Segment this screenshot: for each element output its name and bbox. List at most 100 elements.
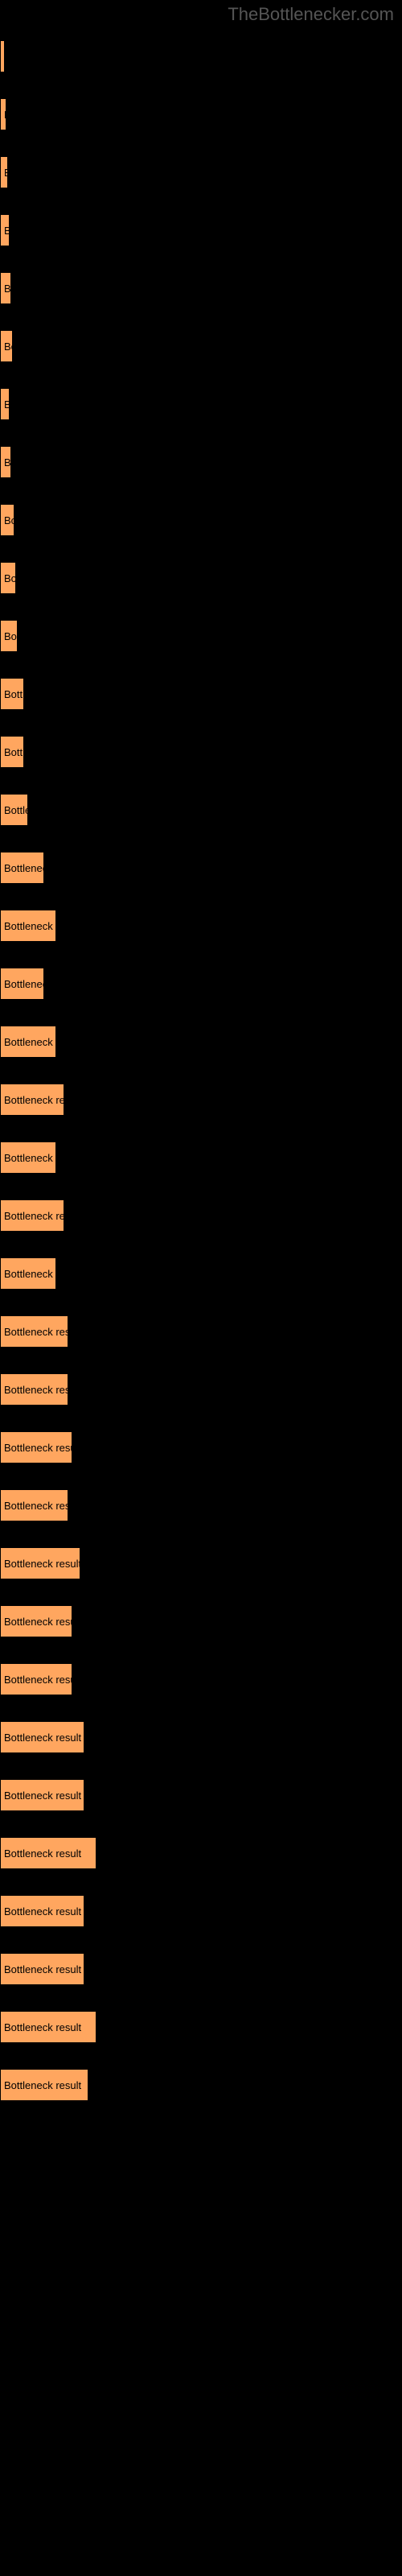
bar-row: Bottleneck result (0, 1084, 402, 1116)
bar-row: Bottleneck result (0, 330, 402, 362)
bar: Bottleneck result (0, 678, 24, 710)
bar-label: Bottleneck result (4, 225, 9, 237)
bar: Bottleneck result (0, 620, 18, 652)
bar-row: Bottleneck result (0, 1431, 402, 1463)
bar-label: Bottleneck result (4, 1674, 72, 1686)
bar-label: Bottleneck result (4, 920, 55, 932)
bar-label: Bottleneck result (4, 1210, 64, 1222)
bar-label: Bottleneck result (4, 1963, 81, 1975)
bar: Bottleneck result (0, 1026, 56, 1058)
bar-label: Bottleneck result (4, 2079, 81, 2091)
bar: Bottleneck result (0, 1605, 72, 1637)
bar-row: Bottleneck result (0, 272, 402, 304)
bar-label: Bottleneck result (4, 746, 23, 758)
bar-row: Bottleneck result (0, 1373, 402, 1406)
bar-row: Bottleneck result (0, 562, 402, 594)
bar-row: Bottleneck result (0, 1605, 402, 1637)
bar-row: Bottleneck result (0, 446, 402, 478)
bar: Bottleneck result (0, 272, 11, 304)
bar-row: Bottleneck result (0, 678, 402, 710)
bar-label: Bottleneck result (4, 1558, 80, 1570)
bar: Bottleneck result (0, 388, 10, 420)
bar-label: Bottleneck result (4, 1905, 81, 1918)
bar: Bottleneck result (0, 1141, 56, 1174)
bar: Bottleneck result (0, 852, 44, 884)
bar-row: Bottleneck result (0, 1257, 402, 1290)
bar: Bottleneck result (0, 968, 44, 1000)
bar: Bottleneck result (0, 1257, 56, 1290)
bar-label: Bottleneck result (4, 109, 6, 121)
bar: Bottleneck result (0, 214, 10, 246)
bar-row: Bottleneck result (0, 1953, 402, 1985)
bar-row: Bottleneck result (0, 736, 402, 768)
bar: Bottleneck result (0, 98, 6, 130)
bar: Bottleneck result (0, 1315, 68, 1348)
bar-row: Bottleneck result (0, 852, 402, 884)
bar: Bottleneck result (0, 736, 24, 768)
bar-label: Bottleneck result (4, 167, 7, 179)
bar-label: Bottleneck result (4, 1732, 81, 1744)
bar: Bottleneck result (0, 156, 8, 188)
bar-label: Bottleneck result (4, 862, 43, 874)
bar: Bottleneck result (0, 446, 11, 478)
bar-row: Bottleneck result (0, 1547, 402, 1579)
bar: Bottleneck result (0, 1837, 96, 1869)
bar-row: Bottleneck result (0, 2011, 402, 2043)
bar-row: Bottleneck result (0, 1895, 402, 1927)
bar-row: Bottleneck result (0, 1489, 402, 1521)
bar: Bottleneck result (0, 1779, 84, 1811)
bar: Bottleneck result (0, 330, 13, 362)
bar: Bottleneck result (0, 1953, 84, 1985)
bar: Bottleneck result (0, 504, 14, 536)
bar: Bottleneck result (0, 910, 56, 942)
bar: Bottleneck result (0, 1721, 84, 1753)
bar-row: Bottleneck result (0, 504, 402, 536)
bar-row: Bottleneck result (0, 620, 402, 652)
bar-label: Bottleneck result (4, 630, 17, 642)
bar-chart: Bottleneck result Bottleneck result Bottle… (0, 0, 402, 2101)
bar-label: Bottleneck result (4, 1094, 64, 1106)
bar-label: Bottleneck result (4, 688, 23, 700)
bar-label: Bottleneck result (4, 1384, 68, 1396)
watermark-text: TheBottlenecker.com (228, 4, 394, 25)
bar: Bottleneck result (0, 1895, 84, 1927)
bar-row: Bottleneck result (0, 968, 402, 1000)
bar: Bottleneck result (0, 1084, 64, 1116)
bar-row: Bottleneck result (0, 1315, 402, 1348)
bar: Bottleneck result (0, 2069, 88, 2101)
bar-label: Bottleneck result (4, 456, 10, 469)
bar-row: Bottleneck result (0, 1026, 402, 1058)
bar-label: Bottleneck result (4, 1847, 81, 1860)
bar-row: Bottleneck result (0, 1663, 402, 1695)
bar: Bottleneck result (0, 562, 16, 594)
bar-label: Bottleneck result (4, 2021, 81, 2033)
bar-row: Bottleneck result (0, 2069, 402, 2101)
bar-row: Bottleneck result (0, 1837, 402, 1869)
bar: Bottleneck result (0, 1199, 64, 1232)
bar-row: Bottleneck result (0, 40, 402, 72)
bar-label: Bottleneck result (4, 398, 9, 411)
bar-row: Bottleneck result (0, 1199, 402, 1232)
bar: Bottleneck result (0, 1431, 72, 1463)
bar: Bottleneck result (0, 794, 28, 826)
bar: Bottleneck result (0, 1663, 72, 1695)
bar-row: Bottleneck result (0, 794, 402, 826)
bar-label: Bottleneck result (4, 1268, 55, 1280)
bar-label: Bottleneck result (4, 1036, 55, 1048)
bar-label: Bottleneck result (4, 804, 27, 816)
bar-label: Bottleneck result (4, 514, 14, 526)
bar-label: Bottleneck result (4, 1790, 81, 1802)
bar-row: Bottleneck result (0, 388, 402, 420)
bar-row: Bottleneck result (0, 156, 402, 188)
bar-label: Bottleneck result (4, 1152, 55, 1164)
bar: Bottleneck result (0, 1547, 80, 1579)
bar: Bottleneck result (0, 40, 5, 72)
bar-row: Bottleneck result (0, 910, 402, 942)
bar: Bottleneck result (0, 1489, 68, 1521)
bar-row: Bottleneck result (0, 1141, 402, 1174)
bar-label: Bottleneck result (4, 1442, 72, 1454)
bar-label: Bottleneck result (4, 283, 10, 295)
bar-row: Bottleneck result (0, 214, 402, 246)
bar-row: Bottleneck result (0, 1779, 402, 1811)
bar-label: Bottleneck result (4, 1616, 72, 1628)
